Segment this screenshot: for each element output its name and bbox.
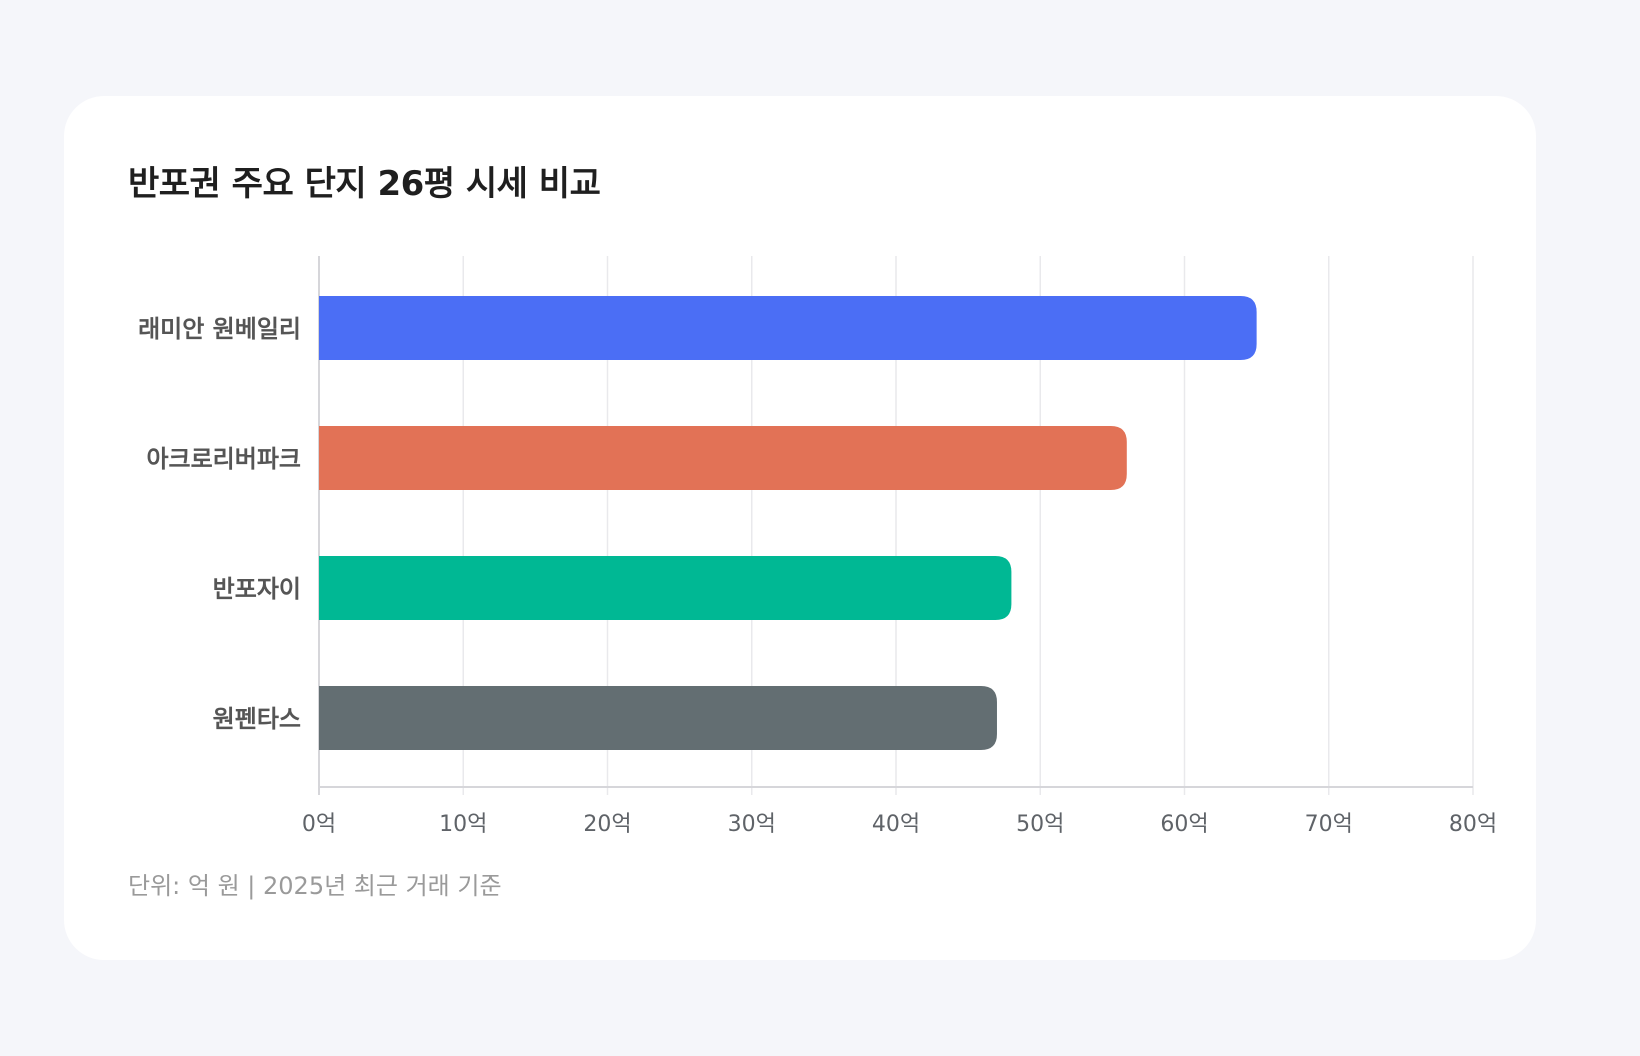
chart-footnote: 단위: 억 원 | 2025년 최근 거래 기준 — [128, 872, 502, 900]
category-label: 래미안 원베일리 — [138, 315, 301, 343]
x-tick-label: 0억 — [302, 812, 336, 837]
x-tick-label: 80억 — [1449, 812, 1497, 837]
category-label: 원펜타스 — [213, 705, 301, 733]
x-tick-label: 70억 — [1305, 812, 1353, 837]
bar — [319, 296, 1257, 360]
bar — [319, 686, 997, 750]
chart-title: 반포권 주요 단지 26평 시세 비교 — [128, 164, 601, 204]
x-tick-label: 60억 — [1160, 812, 1208, 837]
x-tick-label: 20억 — [583, 812, 631, 837]
bar — [319, 426, 1127, 490]
chart-card: 반포권 주요 단지 26평 시세 비교 0억 10억 20억 30억 40억 50억 60억… — [64, 96, 1536, 960]
bar-chart: 0억 10억 20억 30억 40억 50억 60억 70억 80억 래미안 원베일리아크로리버파… — [138, 256, 1497, 837]
x-tick-label: 50억 — [1016, 812, 1064, 837]
bar — [319, 556, 1012, 620]
x-tick-label: 30억 — [728, 812, 776, 837]
category-label: 반포자이 — [213, 575, 301, 603]
x-tick-label: 10억 — [439, 812, 487, 837]
x-tick-label: 40억 — [872, 812, 920, 837]
category-label: 아크로리버파크 — [146, 445, 301, 473]
